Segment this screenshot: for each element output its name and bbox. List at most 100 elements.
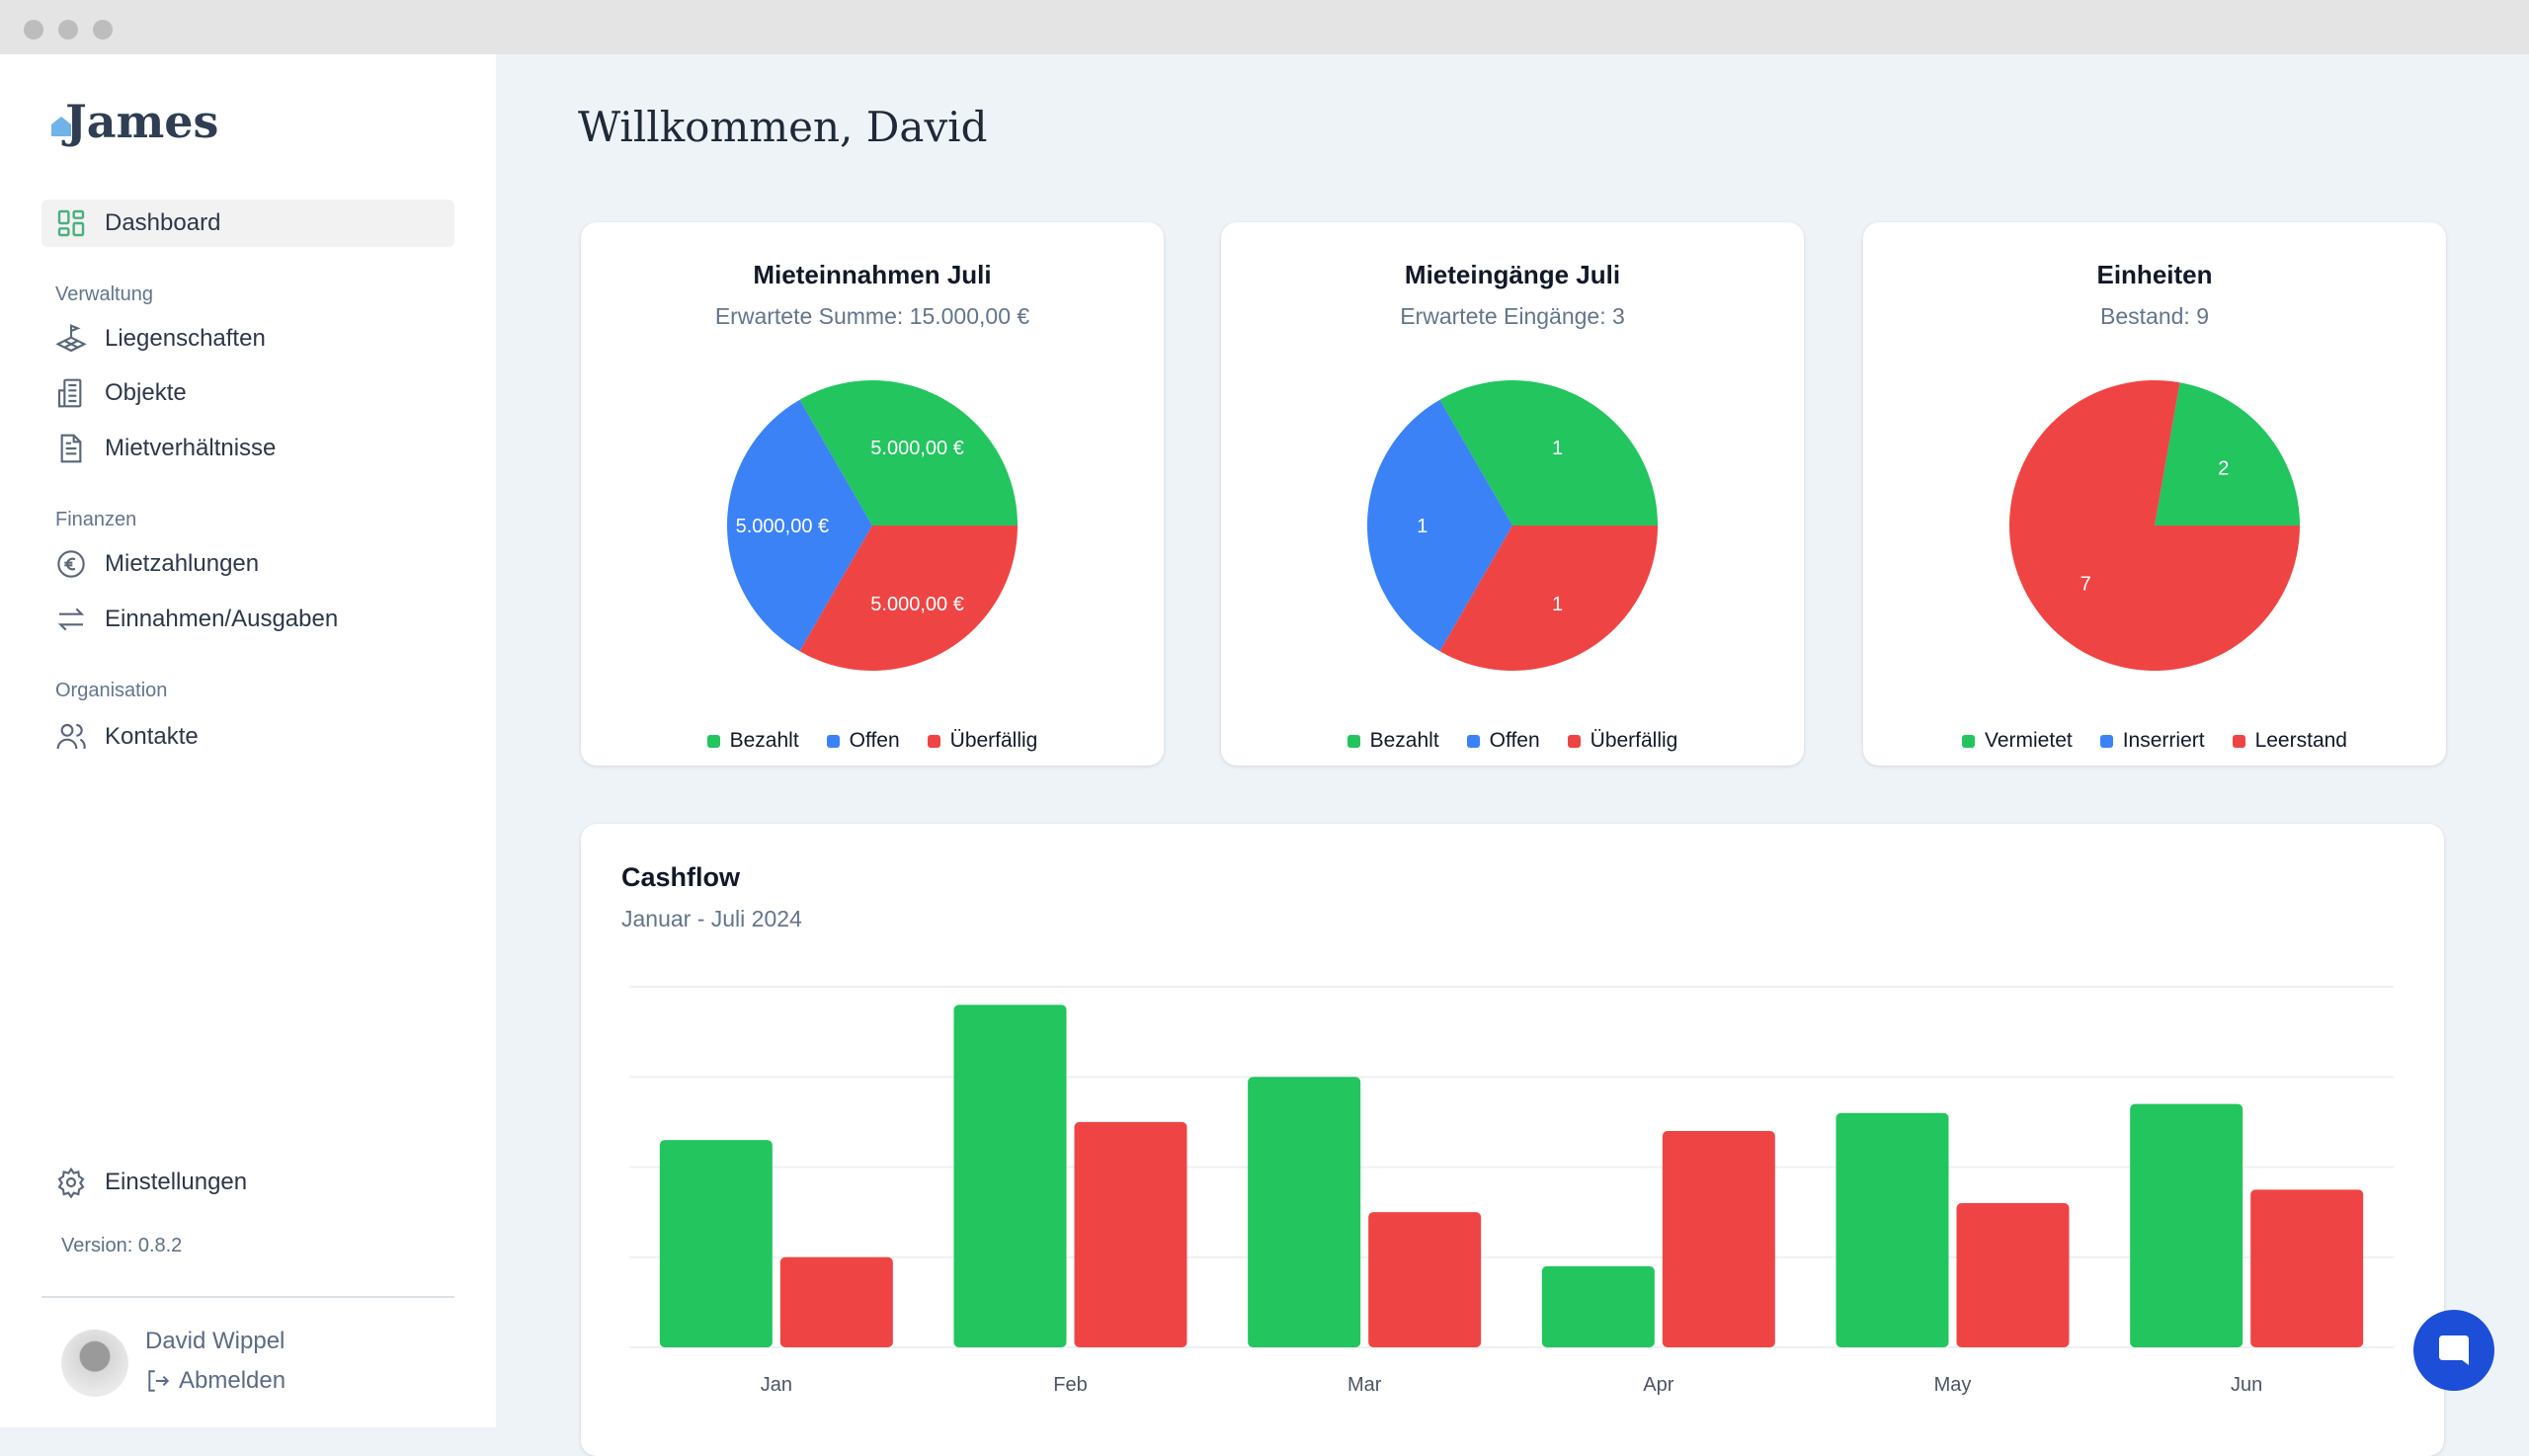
legend-item[interactable]: Bezahlt (1346, 729, 1439, 753)
bar-may-expense[interactable] (1956, 1203, 2070, 1347)
pie-data-label: 7 (2080, 574, 2091, 596)
bar-mar-income[interactable] (1248, 1077, 1361, 1347)
legend-item[interactable]: Leerstand (2232, 729, 2347, 753)
sidebar-item-liegenschaften[interactable]: Liegenschaften (41, 315, 454, 363)
minimize-window-button[interactable] (58, 20, 78, 40)
sidebar-item-einnahmen-ausgaben[interactable]: Einnahmen/Ausgaben (41, 596, 454, 643)
bar-apr-income[interactable] (1541, 1265, 1655, 1347)
chat-icon (2439, 1335, 2469, 1365)
close-window-button[interactable] (24, 20, 43, 40)
sidebar-item-mietzahlungen[interactable]: Mietzahlungen (41, 540, 454, 588)
bar-may-income[interactable] (1836, 1112, 1949, 1347)
legend-label: Überfällig (1590, 729, 1678, 752)
legend-label: Inserriert (2122, 729, 2205, 752)
pie-slice-bezahlt[interactable] (799, 380, 1019, 526)
section-label-verwaltung: Verwaltung (55, 283, 153, 305)
legend-item[interactable]: Bezahlt (706, 729, 799, 753)
bar-jan-income[interactable] (659, 1140, 773, 1347)
legend-swatch (2099, 734, 2113, 748)
legend-swatch (1346, 734, 1360, 748)
card-title: Einheiten (2096, 260, 2213, 289)
house-icon (51, 117, 71, 136)
pie-data-label: 1 (1417, 516, 1428, 537)
pie-slice-leerstand[interactable] (2009, 380, 2300, 671)
legend-item[interactable]: Offen (1466, 729, 1540, 753)
euro-badge-icon (57, 550, 85, 578)
bar-jun-income[interactable] (2130, 1103, 2243, 1347)
page-title: Willkommen, David (578, 103, 988, 151)
pie-data-label: 5.000,00 € (736, 516, 830, 537)
legend-label: Überfällig (949, 729, 1038, 752)
legend-item[interactable]: Inserriert (2099, 729, 2205, 753)
legend-swatch (706, 734, 720, 748)
sidebar-item-mietverhaeltnisse[interactable]: Mietverhältnisse (41, 425, 454, 472)
x-tick-label: Mar (1347, 1374, 1382, 1396)
legend-label: Offen (849, 729, 900, 752)
legend-item[interactable]: Offen (826, 729, 900, 753)
legend-item[interactable]: Überfällig (1567, 729, 1678, 753)
x-tick-label: Feb (1053, 1374, 1087, 1396)
sidebar-item-label: Kontakte (105, 723, 199, 750)
legend-label: Bezahlt (1369, 729, 1439, 752)
sidebar-item-objekte[interactable]: Objekte (41, 369, 454, 417)
bar-feb-income[interactable] (953, 1005, 1067, 1347)
sidebar-item-label: Mietverhältnisse (105, 435, 277, 461)
pie-slice-offen[interactable] (1367, 399, 1512, 652)
sidebar-item-einstellungen[interactable]: Einstellungen (41, 1159, 454, 1206)
bar-feb-expense[interactable] (1074, 1121, 1187, 1347)
pie-data-label: 1 (1552, 438, 1563, 459)
pie-slice-überfällig[interactable] (799, 526, 1019, 671)
legend-swatch (1962, 734, 1975, 748)
pie-card: Mieteinnahmen Juli Erwartete Summe: 15.00… (581, 222, 1164, 766)
sidebar-item-dashboard[interactable]: Dashboard (41, 200, 454, 247)
x-tick-label: Apr (1643, 1374, 1673, 1396)
logo-text: James (65, 95, 219, 148)
logout-label: Abmelden (179, 1367, 286, 1394)
maximize-window-button[interactable] (93, 20, 113, 40)
sidebar-item-label: Einstellungen (105, 1169, 248, 1195)
pie-slice-offen[interactable] (727, 399, 872, 652)
pie-chart: 5.000,00 € 5.000,00 € 5.000,00 € (727, 380, 1019, 671)
pie-legend: Vermietet Inserriert Leerstand (1863, 729, 2446, 753)
card-title: Mieteingänge Juli (1404, 260, 1621, 289)
legend-label: Vermietet (1985, 729, 2073, 752)
legend-item[interactable]: Vermietet (1962, 729, 2073, 753)
pie-legend: Bezahlt Offen Überfällig (581, 729, 1164, 753)
dashboard-icon (57, 209, 85, 237)
card-title: Mieteinnahmen Juli (753, 260, 992, 289)
pie-slice-bezahlt[interactable] (1439, 380, 1659, 526)
logout-button[interactable]: Abmelden (145, 1367, 286, 1395)
sidebar-item-kontakte[interactable]: Kontakte (41, 713, 454, 761)
x-tick-label: Jan (761, 1374, 792, 1396)
x-tick-label: Jun (2231, 1374, 2262, 1396)
sidebar-item-label: Liegenschaften (105, 325, 266, 352)
sidebar-item-label: Dashboard (105, 209, 221, 236)
bar-jun-expense[interactable] (2250, 1189, 2364, 1347)
pie-slice-vermietet[interactable] (2155, 382, 2300, 526)
version-label: Version: 0.8.2 (61, 1235, 183, 1256)
bar-mar-expense[interactable] (1368, 1212, 1482, 1347)
section-label-organisation: Organisation (55, 680, 168, 701)
bar-apr-expense[interactable] (1662, 1131, 1775, 1347)
bar-jan-expense[interactable] (779, 1256, 893, 1347)
legend-item[interactable]: Überfällig (927, 729, 1038, 753)
sidebar-item-label: Einnahmen/Ausgaben (105, 606, 339, 632)
sidebar-item-label: Objekte (105, 379, 187, 406)
property-map-icon (55, 324, 87, 353)
pie-slice-überfällig[interactable] (1439, 526, 1659, 671)
pie-chart: 27 (2009, 380, 2300, 671)
window-titlebar (0, 0, 2529, 54)
logo[interactable]: James (51, 95, 218, 148)
chat-button[interactable] (2413, 1310, 2494, 1391)
legend-swatch (826, 734, 840, 748)
legend-swatch (1567, 734, 1581, 748)
pie-chart: 1 1 1 (1367, 380, 1659, 671)
users-icon (56, 723, 86, 750)
cashflow-title: Cashflow (621, 862, 741, 892)
legend-label: Bezahlt (729, 729, 799, 752)
divider (41, 1296, 454, 1298)
pie-data-label: 1 (1552, 594, 1563, 615)
gear-icon (57, 1167, 85, 1198)
card-subtitle: Bestand: 9 (2100, 303, 2209, 329)
